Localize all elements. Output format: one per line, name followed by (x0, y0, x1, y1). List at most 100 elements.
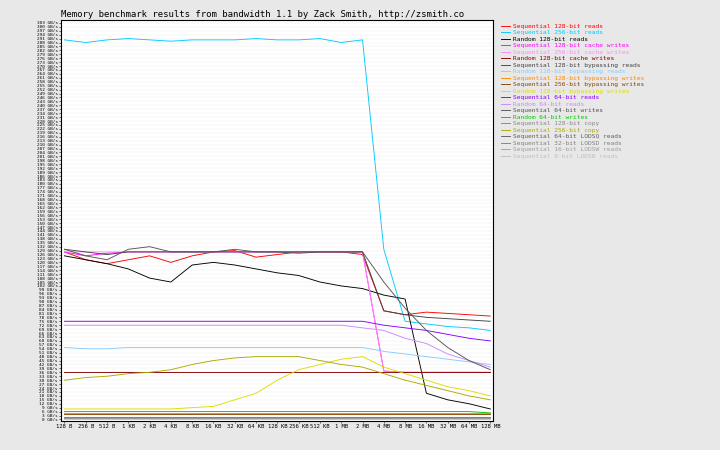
Random 128-bit bypassing reads (337, 345, 346, 350)
Sequential 256-bit cache writes (401, 369, 410, 375)
Random 128-bit bypassing writes (464, 388, 473, 393)
Random 64-bit writes (124, 409, 132, 414)
Random 64-bit writes (188, 409, 197, 414)
Sequential 256-bit copy (145, 369, 154, 375)
Sequential 128-bit bypassing writes (81, 410, 90, 416)
Random 128-bit bypassing reads (252, 345, 261, 350)
Sequential 128-bit copy (401, 414, 410, 419)
Sequential 64-bit writes (230, 247, 239, 252)
Sequential 8-bit LODSB reads (166, 416, 175, 422)
Sequential 64-bit writes (124, 247, 132, 252)
Random 64-bit reads (188, 323, 197, 328)
Sequential 256-bit reads (103, 37, 112, 43)
Sequential 64-bit writes (103, 257, 112, 262)
Random 128-bit cache writes (252, 369, 261, 375)
Random 128-bit bypassing reads (444, 356, 452, 362)
Sequential 256-bit cache writes (60, 249, 68, 255)
Random 128-bit bypassing writes (230, 397, 239, 402)
Sequential 128-bit reads (486, 313, 495, 319)
Sequential 128-bit copy (124, 414, 132, 419)
Sequential 256-bit copy (486, 397, 495, 402)
Sequential 128-bit reads (315, 249, 324, 255)
Random 128-bit reads (209, 260, 217, 265)
Random 128-bit bypassing writes (401, 371, 410, 376)
Sequential 16-bit LODSW reads (315, 416, 324, 421)
Sequential 128-bit copy (252, 414, 261, 419)
Random 64-bit reads (81, 323, 90, 328)
Sequential 128-bit bypassing writes (464, 410, 473, 416)
Sequential 256-bit cache writes (81, 249, 90, 255)
Sequential 32-bit LODSD reads (273, 415, 282, 420)
Random 64-bit writes (379, 409, 388, 414)
Random 64-bit writes (273, 409, 282, 414)
Sequential 16-bit LODSW reads (103, 416, 112, 421)
Sequential 8-bit LODSB reads (359, 416, 367, 422)
Sequential 64-bit reads (422, 328, 431, 333)
Random 128-bit bypassing writes (145, 406, 154, 412)
Sequential 16-bit LODSW reads (230, 416, 239, 421)
Sequential 32-bit LODSD reads (124, 415, 132, 420)
Sequential 128-bit bypassing reads (464, 317, 473, 323)
Random 128-bit bypassing reads (60, 345, 68, 350)
Random 128-bit cache writes (103, 369, 112, 375)
Sequential 128-bit copy (464, 414, 473, 419)
Sequential 8-bit LODSB reads (81, 416, 90, 422)
Random 128-bit cache writes (188, 369, 197, 375)
Sequential 128-bit reads (166, 260, 175, 265)
Sequential 64-bit reads (337, 319, 346, 324)
Sequential 32-bit LODSD reads (315, 415, 324, 420)
Random 128-bit cache writes (294, 369, 303, 375)
Sequential 32-bit LODSD reads (444, 415, 452, 420)
Random 128-bit reads (401, 297, 410, 302)
Random 128-bit bypassing writes (273, 378, 282, 383)
Sequential 64-bit writes (337, 249, 346, 255)
Random 64-bit writes (315, 409, 324, 414)
Sequential 64-bit LODSQ reads (422, 415, 431, 421)
Random 64-bit writes (81, 409, 90, 414)
Random 64-bit writes (60, 409, 68, 414)
Sequential 128-bit reads (124, 257, 132, 262)
Sequential 16-bit LODSW reads (60, 416, 68, 421)
Sequential 128-bit bypassing writes (337, 410, 346, 416)
Random 128-bit cache writes (486, 369, 495, 375)
Random 128-bit bypassing writes (166, 406, 175, 412)
Sequential 128-bit bypassing reads (294, 249, 303, 255)
Sequential 128-bit bypassing writes (60, 410, 68, 416)
Line: Random 64-bit reads: Random 64-bit reads (64, 325, 490, 367)
Sequential 128-bit cache writes (273, 249, 282, 255)
Sequential 64-bit writes (486, 367, 495, 373)
Sequential 256-bit reads (81, 40, 90, 45)
Sequential 64-bit reads (294, 319, 303, 324)
Sequential 128-bit reads (444, 311, 452, 316)
Random 64-bit reads (359, 325, 367, 330)
Random 128-bit bypassing writes (359, 354, 367, 359)
Sequential 64-bit writes (252, 249, 261, 255)
Sequential 256-bit bypassing writes (209, 411, 217, 417)
Sequential 16-bit LODSW reads (145, 416, 154, 421)
Sequential 64-bit writes (145, 244, 154, 249)
Sequential 128-bit bypassing writes (422, 410, 431, 416)
Sequential 256-bit copy (188, 362, 197, 367)
Sequential 128-bit bypassing writes (379, 410, 388, 416)
Sequential 64-bit writes (359, 249, 367, 255)
Random 128-bit cache writes (337, 369, 346, 375)
Sequential 128-bit bypassing writes (401, 410, 410, 416)
Sequential 128-bit bypassing reads (444, 316, 452, 321)
Sequential 64-bit reads (60, 319, 68, 324)
Line: Sequential 256-bit cache writes: Sequential 256-bit cache writes (64, 252, 490, 372)
Sequential 256-bit copy (464, 393, 473, 399)
Sequential 64-bit reads (444, 332, 452, 337)
Sequential 8-bit LODSB reads (422, 416, 431, 422)
Sequential 128-bit copy (209, 414, 217, 419)
Sequential 256-bit bypassing writes (422, 411, 431, 417)
Sequential 256-bit copy (444, 388, 452, 393)
Random 128-bit reads (315, 279, 324, 285)
Sequential 32-bit LODSD reads (166, 415, 175, 420)
Sequential 256-bit copy (81, 375, 90, 380)
Random 64-bit reads (486, 364, 495, 370)
Sequential 128-bit bypassing writes (103, 410, 112, 416)
Random 128-bit bypassing reads (359, 345, 367, 350)
Sequential 128-bit cache writes (60, 249, 68, 255)
Sequential 128-bit cache writes (81, 253, 90, 259)
Sequential 64-bit reads (81, 319, 90, 324)
